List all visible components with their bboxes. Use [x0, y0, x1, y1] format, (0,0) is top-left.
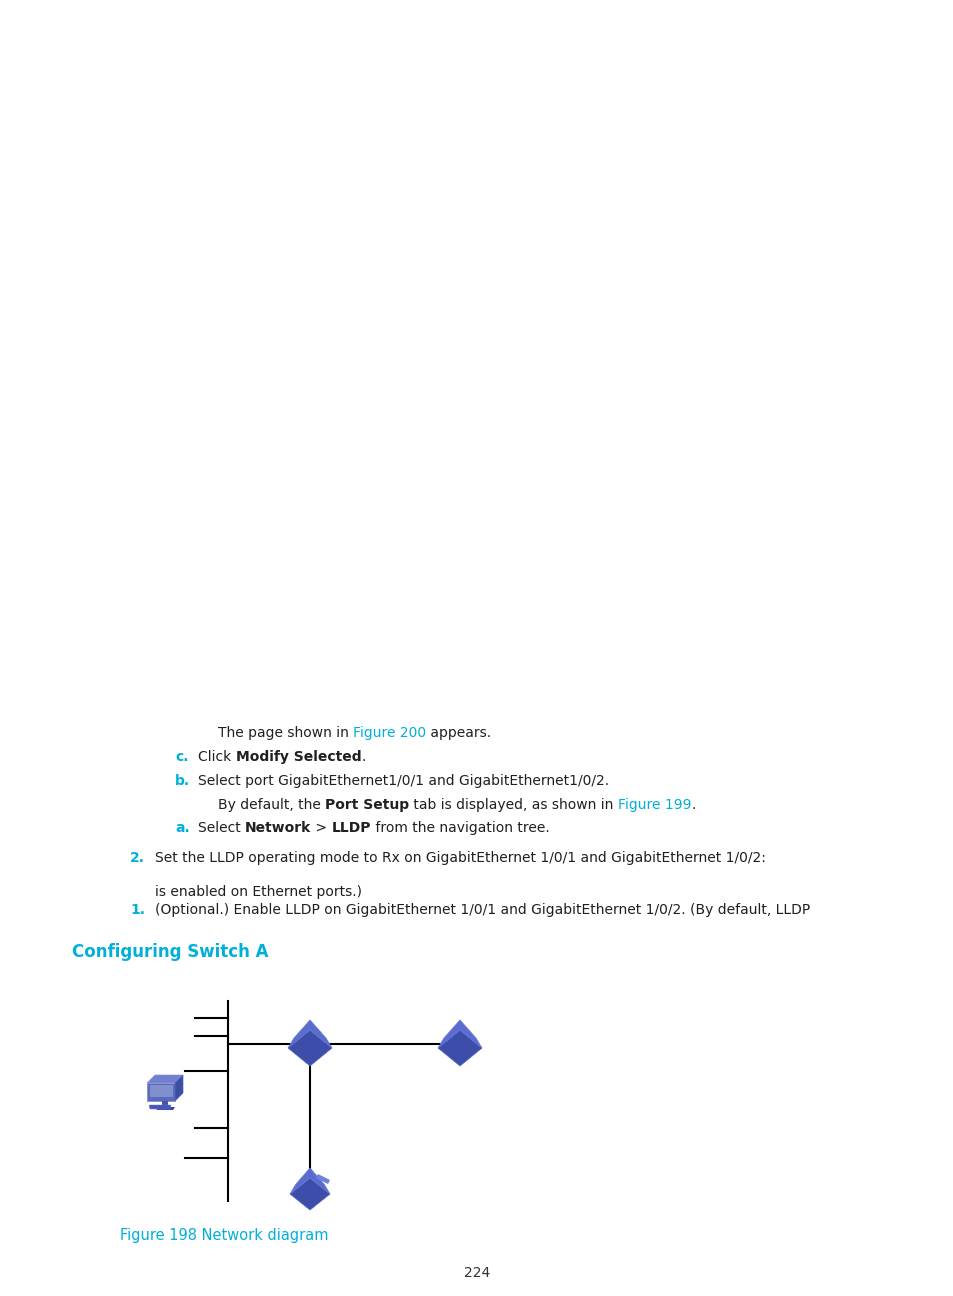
Text: b.: b.: [174, 774, 190, 788]
Text: from the navigation tree.: from the navigation tree.: [371, 820, 550, 835]
Polygon shape: [162, 1102, 168, 1107]
Text: Figure 200: Figure 200: [353, 726, 426, 740]
Polygon shape: [315, 1174, 330, 1185]
Polygon shape: [290, 1168, 330, 1194]
Text: Figure 198 Network diagram: Figure 198 Network diagram: [120, 1229, 328, 1243]
Polygon shape: [150, 1085, 172, 1096]
Text: By default, the: By default, the: [218, 798, 325, 813]
Polygon shape: [174, 1074, 183, 1102]
Text: Select: Select: [198, 820, 245, 835]
Polygon shape: [288, 1020, 332, 1048]
Text: (Optional.) Enable LLDP on GigabitEthernet 1/0/1 and GigabitEthernet 1/0/2. (By : (Optional.) Enable LLDP on GigabitEthern…: [154, 903, 809, 918]
Text: c.: c.: [174, 750, 189, 765]
Polygon shape: [290, 1178, 330, 1210]
Text: Set the LLDP operating mode to Rx on GigabitEthernet 1/0/1 and GigabitEthernet 1: Set the LLDP operating mode to Rx on Gig…: [154, 851, 765, 864]
Text: >: >: [311, 820, 332, 835]
Polygon shape: [147, 1083, 174, 1102]
Text: Modify Selected: Modify Selected: [235, 750, 361, 765]
Text: Select port GigabitEthernet1/0/1 and GigabitEthernet1/0/2.: Select port GigabitEthernet1/0/1 and Gig…: [198, 774, 608, 788]
Text: 1.: 1.: [130, 903, 145, 918]
Text: LLDP: LLDP: [332, 820, 371, 835]
Text: Network: Network: [245, 820, 311, 835]
Text: Configuring Switch A: Configuring Switch A: [71, 943, 268, 962]
Text: .: .: [691, 798, 696, 813]
Polygon shape: [437, 1020, 481, 1048]
Polygon shape: [154, 1107, 174, 1109]
Text: Port Setup: Port Setup: [325, 798, 409, 813]
Text: SWITCH: SWITCH: [449, 229, 471, 235]
Text: 2.: 2.: [130, 851, 145, 864]
Text: Click: Click: [198, 750, 235, 765]
Polygon shape: [149, 1105, 171, 1109]
Text: 224: 224: [463, 1266, 490, 1280]
Text: a.: a.: [174, 820, 190, 835]
Text: tab is displayed, as shown in: tab is displayed, as shown in: [409, 798, 618, 813]
Polygon shape: [288, 1030, 332, 1067]
Text: is enabled on Ethernet ports.): is enabled on Ethernet ports.): [154, 885, 361, 899]
Text: SWITCH: SWITCH: [299, 229, 320, 235]
Text: Figure 199: Figure 199: [618, 798, 691, 813]
Text: .: .: [361, 750, 365, 765]
Text: appears.: appears.: [426, 726, 491, 740]
Text: The page shown in: The page shown in: [218, 726, 353, 740]
Polygon shape: [437, 1030, 481, 1067]
Polygon shape: [147, 1074, 183, 1083]
